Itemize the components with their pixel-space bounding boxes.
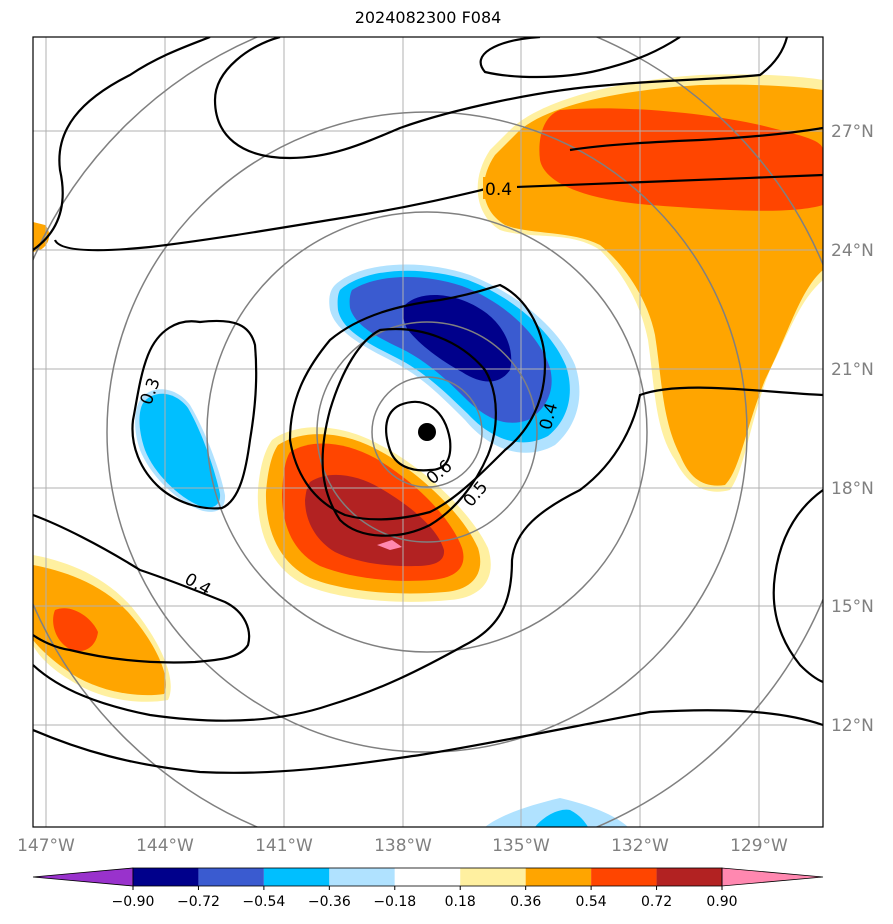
map-gridlines <box>33 37 823 827</box>
shading-positive-southwest <box>33 555 171 702</box>
colorbar-swatch <box>525 868 592 886</box>
colorbar-swatch <box>656 868 722 886</box>
lon-tick-label: 147°W <box>17 836 75 856</box>
shading-negative-west <box>135 389 226 512</box>
colorbar-label: 0.18 <box>445 894 476 910</box>
map-title: 2024082300 F084 <box>354 8 502 27</box>
colorbar-label: −0.90 <box>112 894 155 910</box>
colorbar-extend-high <box>721 867 824 887</box>
colorbar-label: −0.18 <box>373 894 416 910</box>
lon-tick-label: 132°W <box>611 836 669 856</box>
colorbar-swatch <box>460 868 526 886</box>
lon-tick-label: 138°W <box>374 836 432 856</box>
colorbar-label: −0.54 <box>242 894 285 910</box>
lon-tick-labels: 147°W 144°W 141°W 138°W 135°W 132°W 129°… <box>17 836 788 856</box>
contour-label-0-4-north: 0.4 <box>485 180 512 200</box>
shading-positive-core <box>257 427 491 602</box>
colorbar-label: 0.36 <box>510 894 541 910</box>
lat-tick-label: 21°N <box>831 360 874 380</box>
lon-tick-label: 135°W <box>492 836 550 856</box>
range-rings <box>33 37 823 827</box>
colorbar-swatch <box>394 868 461 886</box>
contour-lines <box>33 37 823 774</box>
colorbar-swatch <box>591 868 657 886</box>
lat-tick-label: 15°N <box>831 597 874 617</box>
colorbar-swatch <box>198 868 264 886</box>
colorbar-label: 0.54 <box>576 894 607 910</box>
colorbar-swatch <box>133 868 199 886</box>
lat-tick-label: 24°N <box>831 241 874 261</box>
colorbar: −0.90 −0.72 −0.54 −0.36 −0.18 0.18 0.36 0.54 0.7… <box>32 867 824 910</box>
storm-center-marker <box>418 423 436 441</box>
lon-tick-label: 129°W <box>730 836 788 856</box>
lat-tick-labels: 27°N 24°N 21°N 18°N 15°N 12°N <box>831 122 874 736</box>
colorbar-label: 0.90 <box>706 894 737 910</box>
colorbar-extend-low <box>32 867 134 887</box>
map-frame <box>32 36 824 828</box>
colorbar-label: 0.72 <box>641 894 672 910</box>
shading-negative-north <box>329 264 580 453</box>
lat-tick-label: 27°N <box>831 122 874 142</box>
contour-label-0-5: 0.5 <box>460 478 493 512</box>
colorbar-outline <box>132 867 723 887</box>
colorbar-swatch <box>263 868 330 886</box>
lat-tick-label: 12°N <box>831 716 874 736</box>
colorbar-label: −0.72 <box>177 894 220 910</box>
lon-tick-label: 144°W <box>136 836 194 856</box>
colorbar-swatch <box>329 868 395 886</box>
colorbar-label: −0.36 <box>308 894 351 910</box>
lon-tick-label: 141°W <box>255 836 313 856</box>
lat-tick-label: 18°N <box>831 479 874 499</box>
